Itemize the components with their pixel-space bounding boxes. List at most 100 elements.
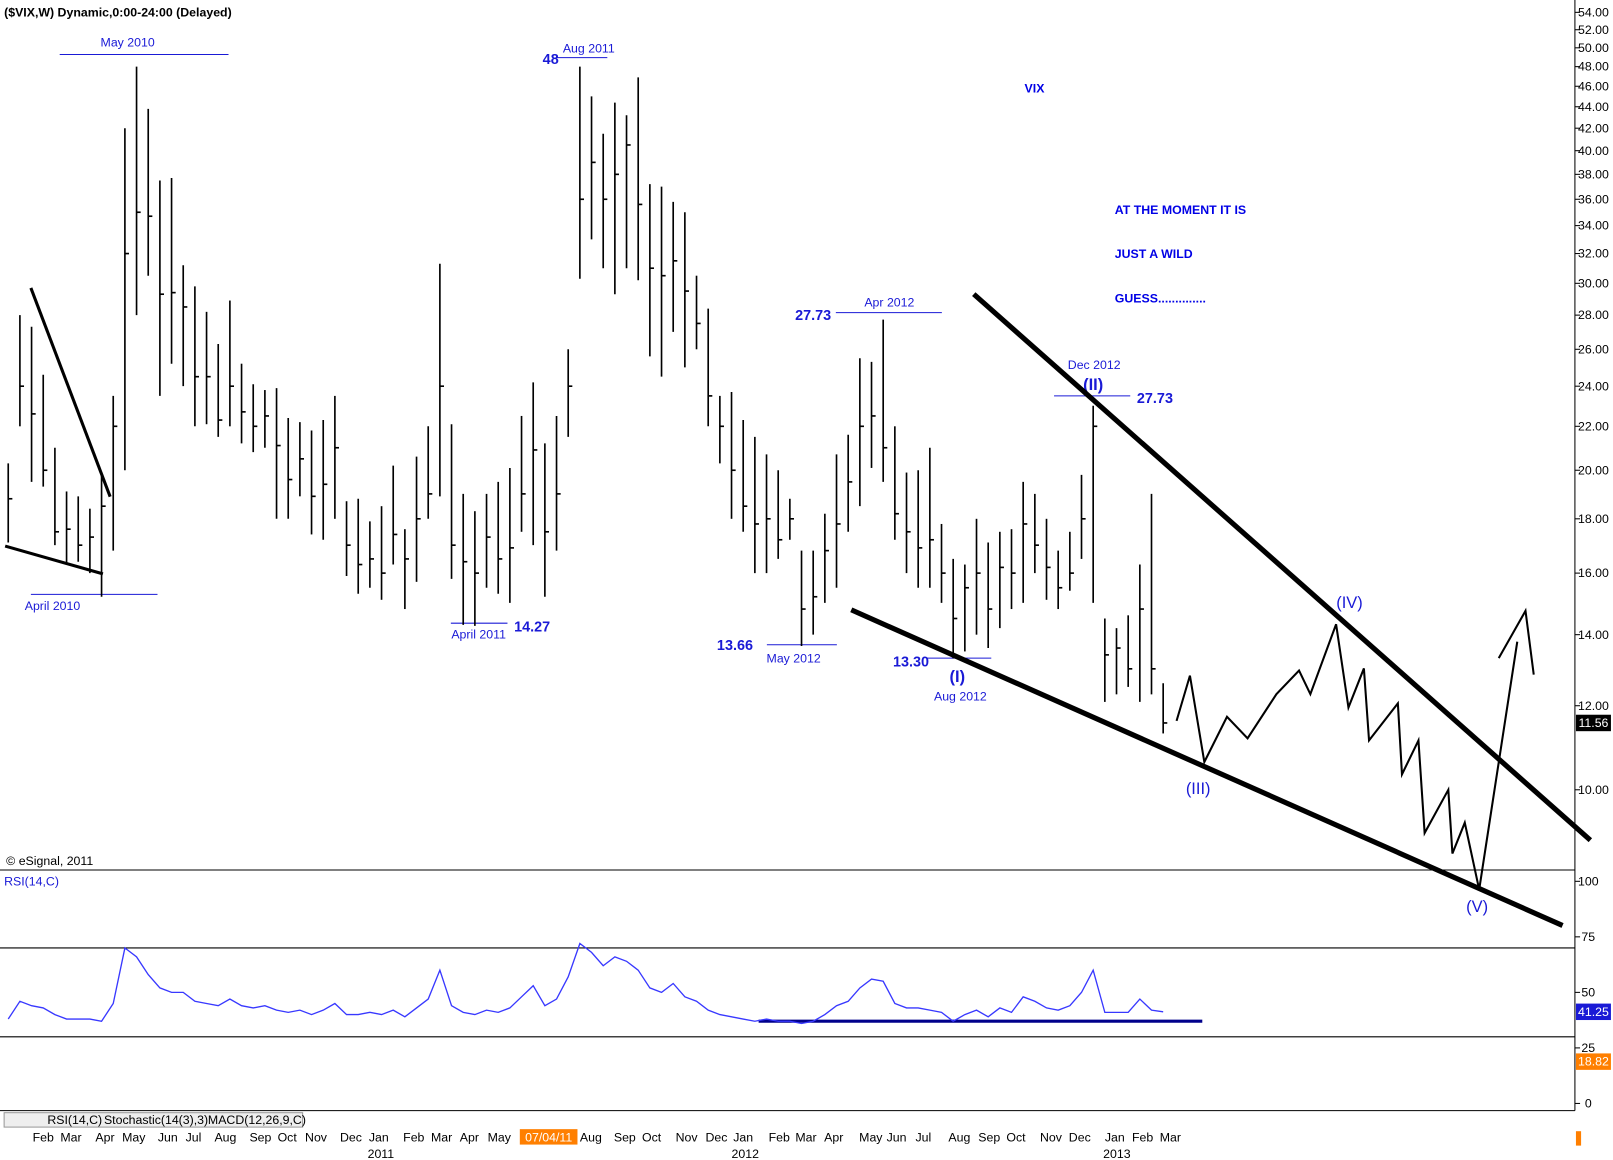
y-tick-label: 52.00 [1578,23,1609,37]
y-tick-label: 54.00 [1578,5,1609,19]
y-tick-label: 18.00 [1578,512,1609,526]
y-tick-label: 42.00 [1578,121,1609,135]
y-tick-label: 40.00 [1578,144,1609,158]
y-tick-label: 16.00 [1578,566,1609,580]
tab[interactable]: MACD(12,26,9,C) [208,1113,306,1127]
x-tick-label: Jun [158,1130,178,1144]
x-tick-label: Oct [642,1130,662,1144]
y-tick-label: 22.00 [1578,419,1609,433]
x-tick-label: Jul [915,1130,931,1144]
x-tick-label: Aug [580,1130,602,1144]
x-tick-label: Sep [614,1130,636,1144]
chart-title: ($VIX,W) Dynamic,0:00-24:00 (Delayed) [4,5,232,19]
wave-label: (V) [1466,898,1488,916]
x-tick-label: Mar [60,1130,81,1144]
y-tick-label: 46.00 [1578,79,1609,93]
y-tick-label: 50.00 [1578,41,1609,55]
x-tick-label: Oct [1006,1130,1026,1144]
y-tick-label: 30.00 [1578,276,1609,290]
scroll-marker [1575,1131,1582,1146]
annotation: 27.73 [795,308,831,324]
x-tick-label: Mar [431,1130,452,1144]
annotation: May 2012 [767,651,821,665]
x-tick-label: Aug [948,1130,970,1144]
last-value-label: 11.56 [1578,716,1608,730]
note-line: GUESS.............. [1115,291,1206,305]
annotation: April 2011 [451,628,506,642]
annotation: 27.73 [1137,391,1173,407]
annotation: Apr 2012 [864,295,914,309]
x-tick-label: Jan [1105,1130,1125,1144]
trendline [972,292,1593,843]
x-tick-label: Mar [1160,1130,1181,1144]
y-tick-label: 38.00 [1578,167,1609,181]
annotation: April 2010 [25,599,81,613]
tab[interactable]: RSI(14,C) [47,1113,102,1127]
year-label: 2012 [732,1147,760,1160]
date-highlight [519,1129,578,1145]
value-box [1575,1053,1611,1070]
x-tick-label: Feb [33,1130,54,1144]
tab[interactable]: Stochastic(14(3),3) [104,1113,208,1127]
annotation: May 2010 [101,35,155,49]
x-tick-label: Jun [887,1130,907,1144]
annotation: 13.66 [717,638,753,654]
y-tick-label: 36.00 [1578,192,1609,206]
x-tick-label: Apr [460,1130,479,1144]
x-tick-label: Feb [769,1130,790,1144]
wave-label: (III) [1186,780,1211,798]
y-tick-label: 14.00 [1578,628,1609,642]
y-tick-label: 75 [1581,930,1595,944]
x-tick-label: Sep [978,1130,1000,1144]
y-tick-label: 34.00 [1578,219,1609,233]
last-value-box [1575,714,1611,732]
y-tick-label: 12.00 [1578,699,1609,713]
x-tick-label: Dec [340,1130,362,1144]
y-tick-label: 44.00 [1578,100,1609,114]
value-box-label: 18.82 [1578,1055,1609,1069]
x-tick-label: Aug [214,1130,236,1144]
year-label: 2011 [368,1147,395,1160]
rsi-title: RSI(14,C) [4,874,59,888]
annotation: Dec 2012 [1068,358,1121,372]
y-tick-label: 25 [1581,1041,1595,1055]
note-line: JUST A WILD [1115,247,1193,261]
x-tick-label: Jan [369,1130,389,1144]
trendline [4,544,104,576]
x-tick-label: Jul [186,1130,202,1144]
annotation: 13.30 [893,654,929,670]
y-tick-label: 24.00 [1578,379,1609,393]
wave-label: (II) [1083,376,1103,394]
wave-label: (I) [950,668,966,686]
projected-wave [1497,607,1535,675]
value-box [1575,1003,1611,1021]
x-tick-label: Oct [278,1130,298,1144]
y-tick-label: 20.00 [1578,463,1609,477]
x-tick-label: Dec [705,1130,727,1144]
trendline [29,287,112,498]
x-tick-label: May [488,1130,512,1144]
x-tick-label: Sep [249,1130,271,1144]
y-tick-label: 100 [1578,874,1599,888]
y-tick-label: 0 [1585,1097,1592,1111]
trendline [850,607,1564,928]
x-tick-label: 07/04/11 [525,1130,572,1144]
y-tick-label: 48.00 [1578,60,1609,74]
copyright: © eSignal, 2011 [6,854,93,868]
annotation: 48 [543,52,559,68]
x-tick-label: Nov [1040,1130,1063,1144]
x-tick-label: Apr [824,1130,843,1144]
x-tick-label: May [122,1130,146,1144]
x-tick-label: Apr [95,1130,114,1144]
x-tick-label: May [859,1130,883,1144]
projected-wave [1175,623,1519,890]
x-tick-label: Nov [676,1130,699,1144]
annotation: Aug 2011 [563,41,615,55]
annotation: 14.27 [514,619,550,635]
y-tick-label: 28.00 [1578,308,1609,322]
drawings [4,287,1593,928]
heading: VIX [1025,82,1046,96]
x-tick-label: Nov [305,1130,328,1144]
x-tick-label: Jan [733,1130,753,1144]
rsi-line [7,942,1164,1025]
